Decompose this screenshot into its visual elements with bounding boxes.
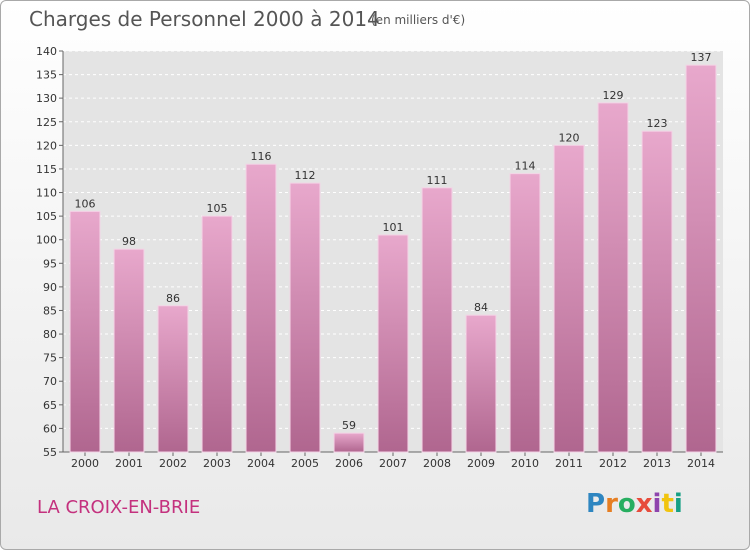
data-label-2010: 114 (515, 160, 536, 173)
commune-name: LA CROIX-EN-BRIE (37, 497, 201, 518)
x-tick-label: 2013 (643, 457, 671, 470)
y-tick-label: 115 (36, 163, 57, 176)
bar-2014 (685, 64, 717, 453)
data-label-2009: 84 (474, 301, 488, 314)
bar-2007 (377, 234, 409, 453)
data-label-2004: 116 (251, 150, 272, 163)
chart-title: Charges de Personnel 2000 à 2014 (29, 7, 380, 31)
data-label-2011: 120 (559, 131, 580, 144)
x-tick-label: 2009 (467, 457, 495, 470)
bar-2005 (289, 182, 321, 453)
bar-2003 (201, 215, 233, 453)
data-label-2001: 98 (122, 235, 136, 248)
x-tick-label: 2012 (599, 457, 627, 470)
x-tick-label: 2006 (335, 457, 363, 470)
x-tick-label: 2004 (247, 457, 275, 470)
y-tick-label: 135 (36, 69, 57, 82)
logo-letter-2: o (617, 489, 636, 519)
y-tick-label: 55 (43, 446, 57, 459)
y-tick-label: 130 (36, 92, 57, 105)
y-tick-label: 140 (36, 45, 57, 58)
x-tick-label: 2007 (379, 457, 407, 470)
bar-2010 (509, 173, 541, 453)
data-label-2000: 106 (75, 197, 96, 210)
x-tick-label: 2003 (203, 457, 231, 470)
data-label-2013: 123 (647, 117, 668, 130)
data-label-2006: 59 (342, 419, 356, 432)
x-tick-label: 2001 (115, 457, 143, 470)
data-label-2005: 112 (295, 169, 316, 182)
bar-2004 (245, 163, 277, 453)
bar-2002 (157, 305, 189, 453)
x-tick-label: 2011 (555, 457, 583, 470)
x-tick-label: 2010 (511, 457, 539, 470)
bar-2001 (113, 248, 145, 453)
bar-2009 (465, 314, 497, 453)
bar-2000 (69, 210, 101, 453)
x-tick-label: 2005 (291, 457, 319, 470)
data-label-2014: 137 (691, 51, 712, 64)
x-tick-label: 2008 (423, 457, 451, 470)
logo-letter-4: i (652, 489, 662, 519)
y-tick-label: 85 (43, 304, 57, 317)
data-label-2002: 86 (166, 292, 180, 305)
y-tick-label: 120 (36, 139, 57, 152)
x-tick-label: 2000 (71, 457, 99, 470)
x-tick-label: 2002 (159, 457, 187, 470)
logo-letter-3: x (635, 489, 653, 519)
y-tick-label: 105 (36, 210, 57, 223)
x-tick-label: 2014 (687, 457, 715, 470)
y-tick-label: 100 (36, 234, 57, 247)
bar-2012 (597, 102, 629, 453)
data-label-2012: 129 (603, 89, 624, 102)
y-tick-label: 95 (43, 257, 57, 270)
data-label-2003: 105 (207, 202, 228, 215)
data-label-2007: 101 (383, 221, 404, 234)
y-tick-label: 65 (43, 399, 57, 412)
y-tick-label: 70 (43, 375, 57, 388)
y-tick-label: 90 (43, 281, 57, 294)
y-tick-label: 110 (36, 187, 57, 200)
bar-2008 (421, 187, 453, 453)
data-label-2008: 111 (427, 174, 448, 187)
bar-2006 (333, 432, 365, 453)
y-tick-label: 60 (43, 422, 57, 435)
bar-2011 (553, 144, 585, 453)
logo-letter-1: r (605, 489, 618, 519)
y-tick-label: 75 (43, 352, 57, 365)
logo-letter-0: P (586, 489, 606, 519)
y-tick-label: 125 (36, 116, 57, 129)
y-tick-label: 80 (43, 328, 57, 341)
bar-2013 (641, 130, 673, 453)
chart-subtitle: (en milliers d'€) (371, 13, 466, 27)
logo-letter-6: i (673, 489, 683, 519)
proxiti-logo[interactable]: Proxiti (586, 489, 683, 519)
logo-letter-5: t (661, 489, 674, 519)
